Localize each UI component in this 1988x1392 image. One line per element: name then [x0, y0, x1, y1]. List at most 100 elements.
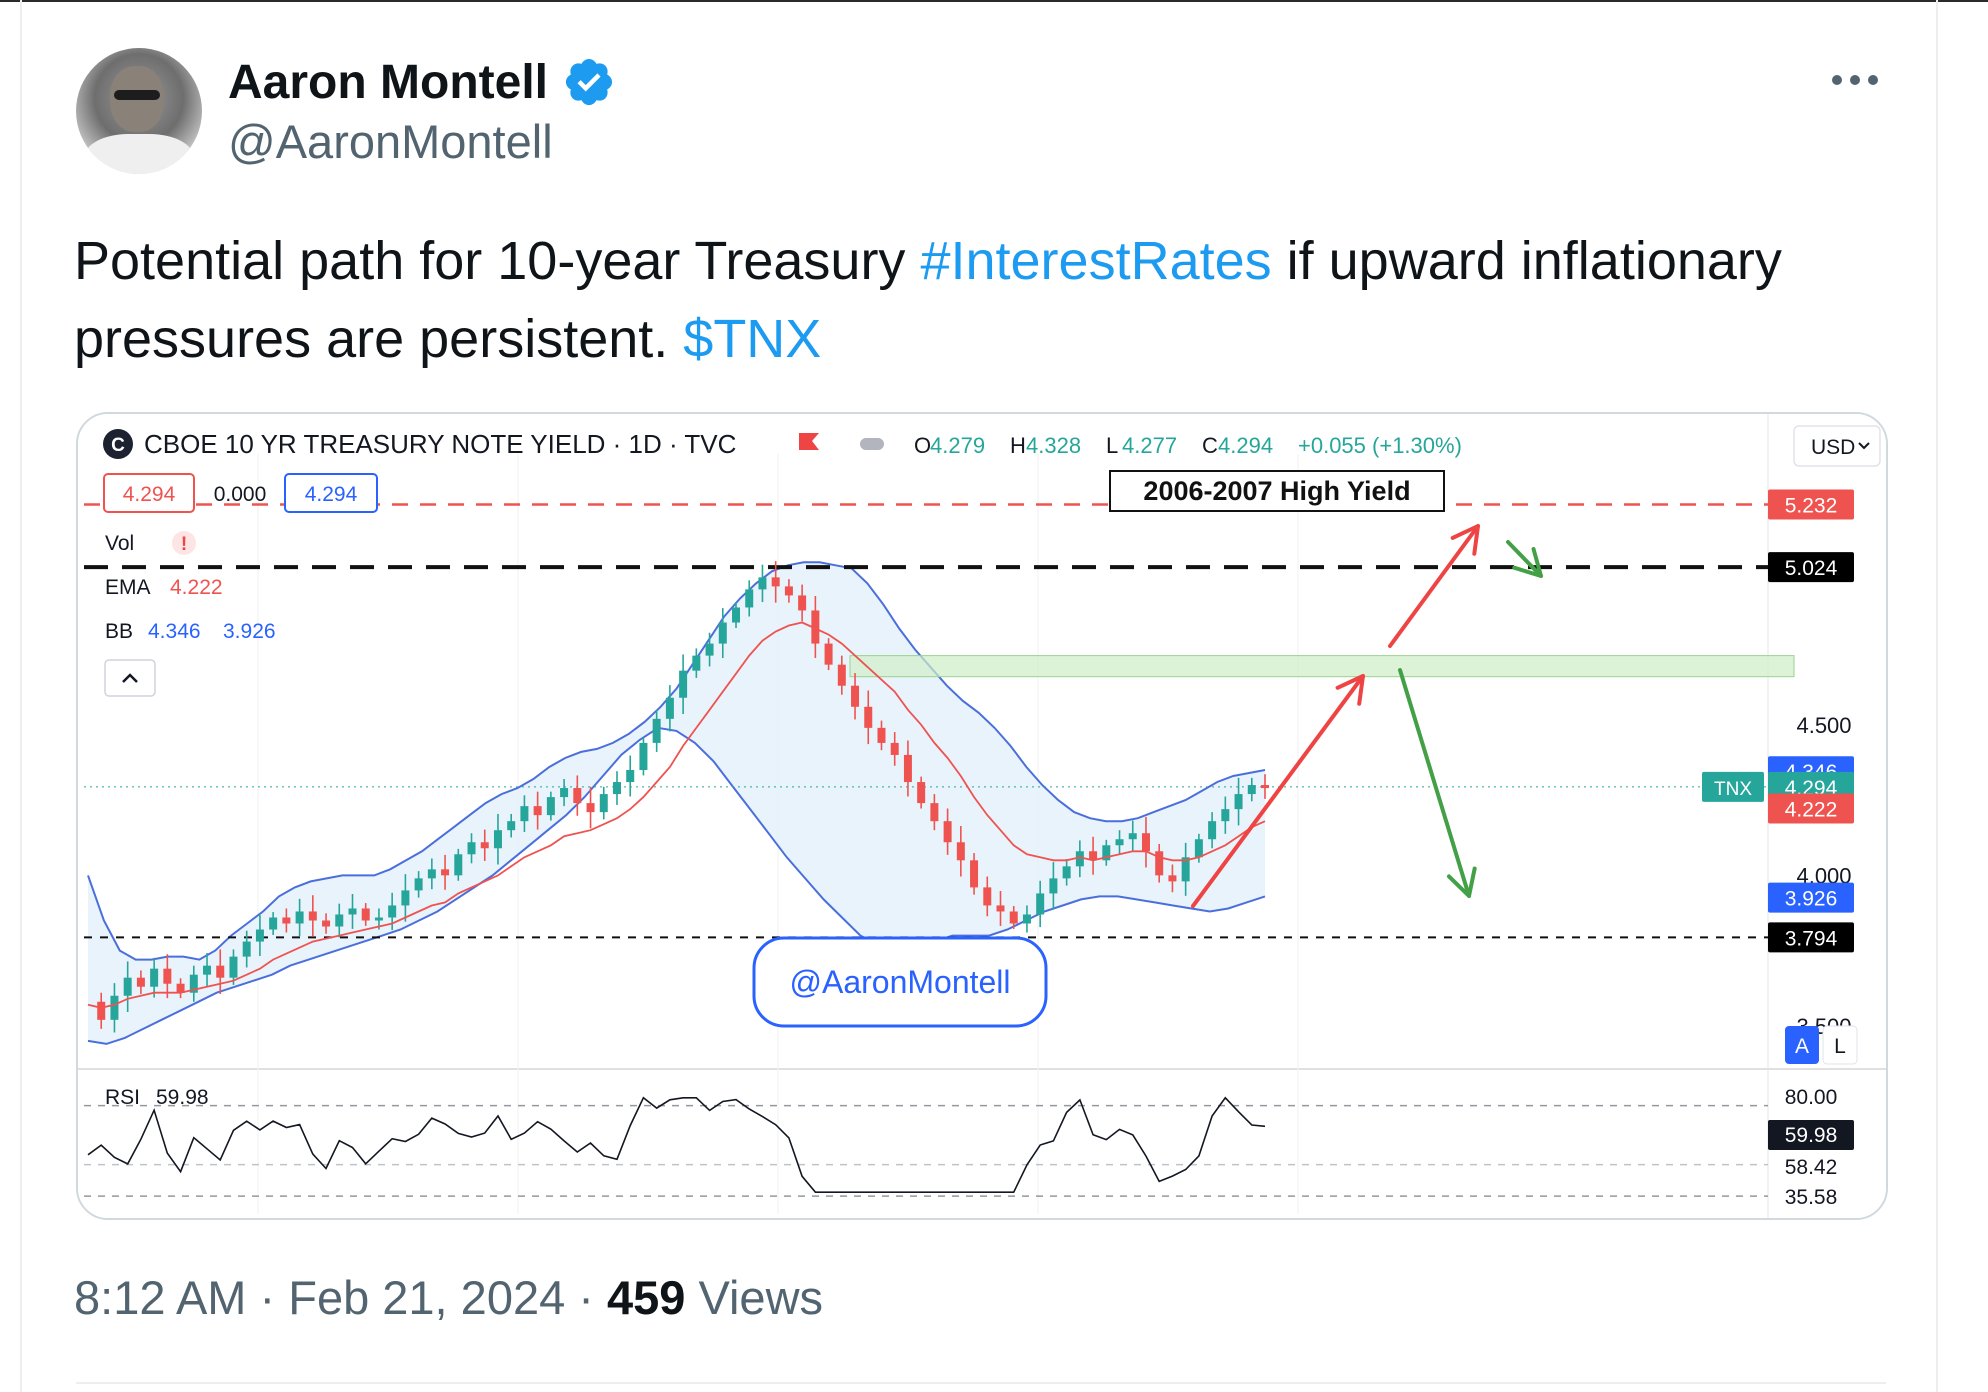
- candle-body: [758, 577, 767, 590]
- candle-body: [1221, 809, 1230, 822]
- ohlc-value: 4.328: [1026, 433, 1081, 458]
- ema-line: [87, 621, 1266, 1009]
- chevron-down-icon: [1858, 442, 1870, 450]
- candle-body: [322, 920, 331, 927]
- candle-body: [255, 929, 264, 942]
- candle-body: [441, 869, 450, 876]
- bid-value: 4.294: [123, 483, 176, 506]
- bollinger-lower-line: [87, 726, 1266, 1045]
- candle-body: [1049, 878, 1058, 894]
- avatar[interactable]: [76, 48, 202, 174]
- candle-body: [1115, 839, 1124, 846]
- candle-body: [1009, 911, 1018, 924]
- tweet-time[interactable]: 8:12 AM: [74, 1271, 247, 1324]
- candle-body: [189, 974, 198, 993]
- candle-body: [1234, 794, 1243, 810]
- rsi-line: [87, 1096, 1266, 1194]
- avatar-glasses: [114, 90, 160, 100]
- ohlc-label: O: [914, 433, 931, 458]
- candle-body: [1075, 851, 1084, 867]
- candle-body: [1208, 821, 1217, 840]
- right-border: [1936, 0, 1938, 1392]
- chart-image[interactable]: 2006-2007 High Yield @AaronMontell C CBOE 1…: [76, 412, 1888, 1220]
- candle-body: [467, 842, 476, 855]
- candle-body: [745, 589, 754, 608]
- candle-body: [374, 917, 383, 921]
- candle-body: [1247, 785, 1256, 795]
- candle-body: [1036, 893, 1045, 915]
- candle-body: [414, 878, 423, 891]
- y-axis-tick: 4.500: [1796, 713, 1851, 738]
- currency-selector: [1793, 425, 1881, 467]
- candle-body: [493, 830, 502, 849]
- rsi-current-label: [1768, 1120, 1854, 1150]
- candle-body: [282, 917, 291, 924]
- candle-body: [1128, 833, 1137, 840]
- spread-value: 0.000: [214, 483, 267, 506]
- tweet-date[interactable]: Feb 21, 2024: [288, 1271, 566, 1324]
- price-scale-value: 5.232: [1785, 495, 1838, 518]
- cashtag-link[interactable]: $TNX: [683, 309, 822, 369]
- bb-upper-value: 4.346: [148, 620, 201, 643]
- log-scale-label: L: [1834, 1035, 1846, 1058]
- tweet-text-part-2: if upward inflationary pressures are per…: [74, 231, 1782, 369]
- candle-body: [480, 842, 489, 849]
- cboe-logo-letter: C: [111, 435, 125, 456]
- candle-body: [533, 806, 542, 816]
- price-scale-label: [1768, 489, 1854, 520]
- more-dots-icon[interactable]: [1828, 62, 1882, 98]
- cboe-logo-icon: [103, 429, 133, 459]
- candle-body: [732, 607, 741, 623]
- candle-body: [890, 742, 899, 755]
- candle-body: [560, 788, 569, 798]
- candle-body: [361, 908, 370, 921]
- candle-body: [983, 887, 992, 906]
- price-scale-label: [1768, 552, 1854, 583]
- ask-value: 4.294: [305, 483, 358, 506]
- currency-label: USD: [1811, 436, 1855, 459]
- flag-icon: [799, 433, 819, 450]
- candle-body: [692, 655, 701, 671]
- annotation-box: [1109, 470, 1445, 512]
- tnx-tag-text: TNX: [1714, 779, 1752, 800]
- candle-body: [216, 965, 225, 978]
- candle-body: [295, 911, 304, 924]
- collapse-legend-icon: [860, 438, 884, 450]
- dot: [1850, 75, 1860, 85]
- candle-body: [1155, 851, 1164, 876]
- author-display-name[interactable]: Aaron Montell: [228, 55, 548, 109]
- tweet-text: Potential path for 10-year Treasury #Int…: [74, 222, 1894, 378]
- bollinger-band-fill: [88, 562, 1265, 1044]
- candle-body: [679, 670, 688, 698]
- candle-body: [956, 842, 965, 861]
- views-count: 459: [607, 1271, 686, 1324]
- bid-box: [103, 473, 195, 513]
- candle-body: [1181, 857, 1190, 882]
- candle-body: [388, 905, 397, 918]
- candle-body: [930, 803, 939, 822]
- hashtag-link[interactable]: #InterestRates: [920, 231, 1272, 291]
- candle-body: [163, 968, 172, 984]
- verified-badge-icon: [565, 58, 613, 106]
- candle-body: [903, 754, 912, 783]
- rsi-current-value: 59.98: [1785, 1124, 1838, 1147]
- candle-body: [176, 983, 185, 993]
- rsi-axis-tick: 35.58: [1785, 1186, 1838, 1209]
- candle-body: [136, 977, 145, 987]
- ohlc-label: C: [1202, 433, 1218, 458]
- candle-body: [401, 890, 410, 906]
- candle-body: [1261, 785, 1269, 789]
- candle-body: [824, 643, 833, 665]
- author-handle[interactable]: @AaronMontell: [228, 115, 553, 168]
- red-arrow-up-head: [1335, 674, 1365, 706]
- candle-body: [97, 1001, 106, 1020]
- candle-body: [626, 770, 635, 783]
- candle-body: [851, 685, 860, 707]
- vol-label: Vol: [105, 532, 134, 555]
- ema-value: 4.222: [170, 576, 223, 599]
- candle-body: [784, 586, 793, 596]
- rsi-label: RSI: [105, 1086, 140, 1109]
- candle-body: [599, 794, 608, 813]
- target-zone: [849, 655, 1795, 678]
- annotation-text: 2006-2007 High Yield: [1143, 476, 1410, 506]
